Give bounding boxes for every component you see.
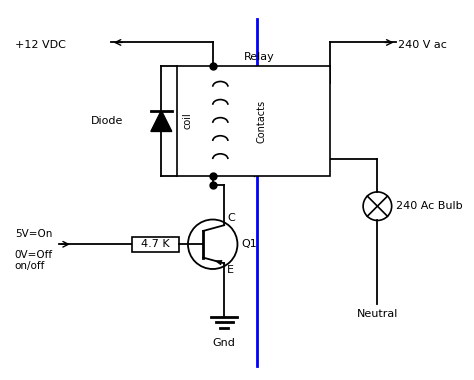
Text: Q1: Q1 [241, 239, 257, 249]
Text: coil: coil [182, 112, 192, 129]
Text: C: C [227, 213, 235, 223]
Text: 240 V ac: 240 V ac [398, 40, 447, 50]
Text: E: E [227, 265, 234, 275]
Text: Diode: Diode [91, 116, 123, 126]
Text: 5V=On: 5V=On [15, 228, 52, 239]
Text: 0V=Off: 0V=Off [15, 250, 53, 260]
Text: Gnd: Gnd [213, 337, 236, 348]
Text: B: B [169, 239, 176, 249]
Text: Relay: Relay [244, 52, 275, 62]
Polygon shape [151, 111, 172, 131]
Bar [177, 66, 330, 176]
Text: +12 VDC: +12 VDC [15, 40, 65, 50]
Polygon shape [215, 260, 222, 265]
Text: Contacts: Contacts [256, 100, 266, 142]
Text: 240 Ac Bulb: 240 Ac Bulb [396, 201, 463, 211]
Bar [132, 237, 179, 252]
Text: Neutral: Neutral [357, 309, 398, 319]
Text: on/off: on/off [15, 261, 45, 271]
Text: 4.7 K: 4.7 K [141, 239, 170, 249]
